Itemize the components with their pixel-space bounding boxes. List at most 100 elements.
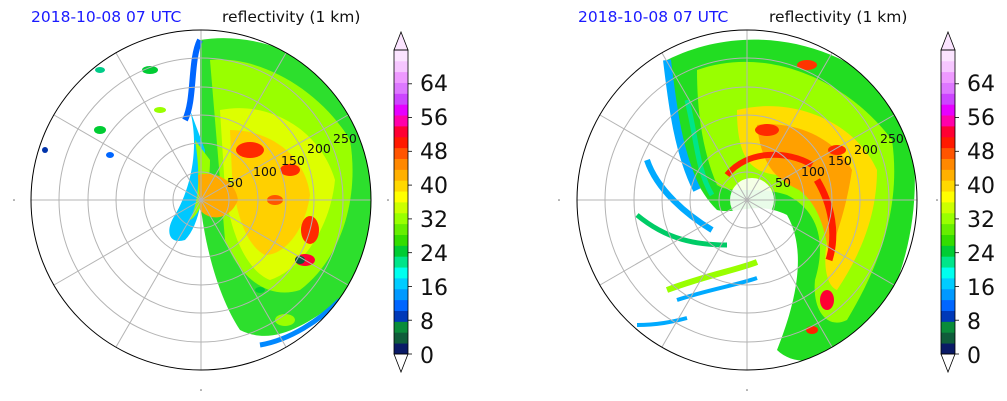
colorbar-tick-32: 32	[967, 208, 995, 233]
range-label-100: 100	[253, 164, 277, 179]
radar-panel-left: 2018-10-08 07 UTC reflectivity (1 km)	[0, 0, 500, 401]
colorbar-frame	[393, 49, 409, 355]
colorbar-segment	[941, 278, 955, 290]
panel-date-label: 2018-10-08 07 UTC	[578, 8, 729, 26]
radar-boundary	[576, 29, 918, 371]
colorbar-segment	[394, 115, 408, 127]
colorbar-segment	[394, 256, 408, 268]
colorbar-segment	[394, 82, 408, 94]
range-label-150: 150	[828, 153, 852, 168]
colorbar-segment	[394, 234, 408, 246]
colorbar-tick-64: 64	[420, 72, 448, 97]
colorbar-segment	[394, 278, 408, 290]
radar-plot-left: 50 100 150 200 250 0 8 16 24 32 40 48 56…	[13, 29, 448, 391]
range-label-250: 250	[880, 131, 904, 146]
colorbar-segment	[394, 223, 408, 235]
colorbar-segment	[394, 126, 408, 138]
colorbar-segment	[394, 343, 408, 355]
colorbar-segment	[941, 267, 955, 279]
radar-panel-right: 2018-10-08 07 UTC reflectivity (1 km)	[547, 0, 1007, 401]
range-label-150: 150	[281, 153, 305, 168]
colorbar-segment	[941, 82, 955, 94]
colorbar-segment	[941, 234, 955, 246]
range-label-50: 50	[775, 175, 791, 190]
colorbar-tick-24: 24	[420, 242, 448, 267]
colorbar-segment	[941, 202, 955, 214]
colorbar-segment	[941, 147, 955, 159]
panel-field-label: reflectivity (1 km)	[769, 8, 908, 26]
colorbar-tick-16: 16	[967, 276, 995, 301]
colorbar-segment	[394, 50, 408, 62]
colorbar-tick-16: 16	[420, 276, 448, 301]
colorbar-segment	[941, 126, 955, 138]
colorbar-segment	[941, 158, 955, 170]
colorbar-segment	[941, 310, 955, 322]
colorbar-segment	[941, 288, 955, 301]
colorbar-extend-max	[940, 30, 956, 51]
colorbar-segment	[394, 288, 408, 301]
range-label-100: 100	[801, 164, 825, 179]
colorbar-segment	[941, 256, 955, 268]
colorbar-segment	[394, 180, 408, 192]
colorbar-segment	[941, 332, 955, 344]
colorbar-segment	[394, 158, 408, 170]
range-rings	[31, 30, 371, 370]
colorbar-tick-8: 8	[420, 310, 434, 335]
colorbar-tick-48: 48	[967, 140, 995, 165]
colorbar-tick-0: 0	[420, 344, 434, 369]
colorbar-segment	[394, 321, 408, 333]
colorbar-segment	[394, 147, 408, 159]
colorbar-segment	[394, 104, 408, 116]
colorbar-segment	[394, 60, 408, 73]
colorbar-segment	[941, 50, 955, 62]
colorbar-segment	[394, 212, 408, 225]
radar-boundary	[30, 29, 372, 371]
range-label-200: 200	[854, 142, 878, 157]
colorbar-tick-32: 32	[420, 208, 448, 233]
colorbar-segment	[394, 299, 408, 311]
colorbar-left	[393, 30, 412, 374]
colorbar-tick-48: 48	[420, 140, 448, 165]
range-label-200: 200	[307, 141, 331, 156]
colorbar-segment	[394, 71, 408, 83]
colorbar-tick-56: 56	[420, 106, 448, 131]
colorbar-segment	[941, 180, 955, 192]
range-label-250: 250	[333, 131, 357, 146]
colorbar-tick-24: 24	[967, 242, 995, 267]
colorbar-tick-40: 40	[420, 174, 448, 199]
colorbar-segment	[941, 136, 955, 149]
colorbar-frame	[940, 49, 956, 355]
colorbar-segment	[394, 267, 408, 279]
colorbar-segment	[394, 191, 408, 203]
reflectivity-field	[42, 38, 371, 348]
colorbar-segment	[941, 321, 955, 333]
colorbar-segment	[394, 202, 408, 214]
colorbar-segment	[394, 310, 408, 322]
colorbar-segment	[941, 191, 955, 203]
colorbar-segment	[941, 93, 955, 105]
colorbar-segment	[941, 245, 955, 257]
panel-date-label: 2018-10-08 07 UTC	[31, 8, 182, 26]
colorbar-tick-8: 8	[967, 310, 981, 335]
range-rings	[577, 30, 917, 370]
colorbar-tick-56: 56	[967, 106, 995, 131]
colorbar-extend-min	[940, 353, 956, 374]
colorbar-segment	[394, 93, 408, 105]
colorbar-tick-40: 40	[967, 174, 995, 199]
colorbar-right	[940, 30, 959, 374]
colorbar-tick-64: 64	[967, 72, 995, 97]
colorbar-segment	[941, 343, 955, 355]
colorbar-tick-0: 0	[967, 344, 981, 369]
radar-plot-right: 50 100 150 200 250 0 8 16 24 32 40 48 56…	[558, 29, 995, 391]
colorbar-segment	[394, 136, 408, 149]
colorbar-segment	[941, 212, 955, 225]
colorbar-segment	[941, 71, 955, 83]
colorbar-extend-min	[393, 353, 409, 374]
panel-field-label: reflectivity (1 km)	[222, 8, 361, 26]
colorbar-segment	[394, 169, 408, 181]
colorbar-extend-max	[393, 30, 409, 51]
colorbar-segment	[394, 245, 408, 257]
range-label-50: 50	[227, 175, 243, 190]
colorbar-segment	[941, 104, 955, 116]
colorbar-segment	[394, 332, 408, 344]
